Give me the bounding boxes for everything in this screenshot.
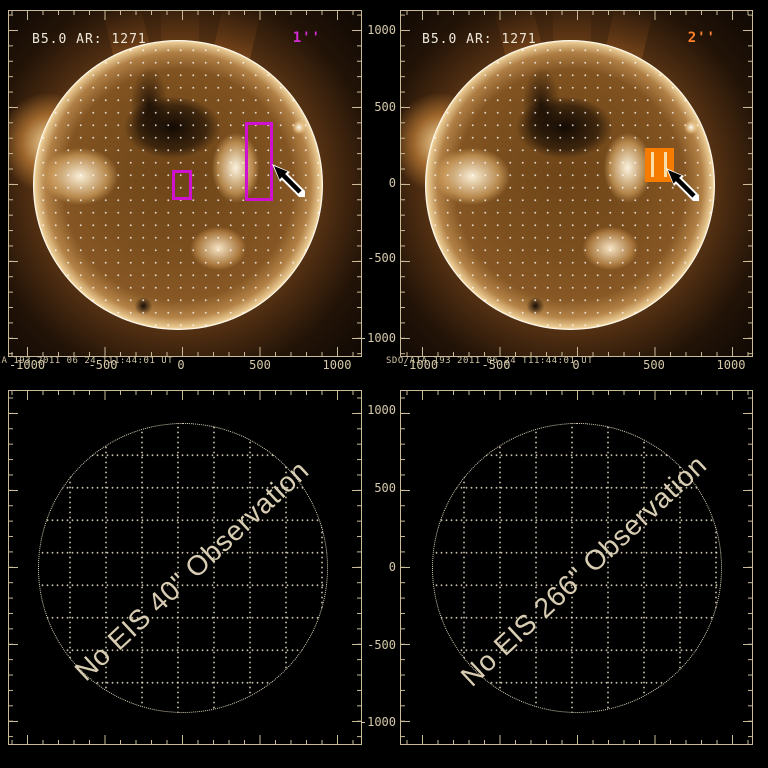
y-tick-label: -500 bbox=[367, 638, 396, 652]
pointer-arrow-icon bbox=[666, 168, 699, 201]
x-tick-label: 1000 bbox=[322, 358, 352, 372]
no-observation-panel-40arcsec: No EIS 40" Observation bbox=[8, 390, 362, 745]
axis-ticks-left bbox=[9, 391, 18, 744]
x-tick-label: 500 bbox=[643, 358, 665, 372]
context-panel-1arcsec: B5.0 AR: 1271 1'' bbox=[8, 10, 362, 357]
slit-width-label: 1'' bbox=[292, 30, 321, 46]
x-tick-label: 1000 bbox=[716, 358, 746, 372]
eis-fov-box-large bbox=[245, 122, 273, 201]
eis-fov-box-small bbox=[172, 170, 192, 200]
x-tick-label: 0 bbox=[572, 358, 580, 372]
y-tick-label: 500 bbox=[374, 100, 396, 114]
solar-grid-globe bbox=[38, 423, 328, 713]
pointer-arrow-icon bbox=[272, 164, 305, 197]
x-tick-label: -500 bbox=[88, 358, 118, 372]
slit-width-label: 2'' bbox=[687, 30, 716, 46]
eis-raster-fov-box bbox=[645, 148, 674, 182]
x-tick-label: -1000 bbox=[401, 358, 439, 372]
axis-ticks-bottom bbox=[9, 735, 361, 744]
context-panel-2arcsec: B5.0 AR: 1271 2'' bbox=[400, 10, 753, 357]
axis-ticks-left bbox=[401, 391, 410, 744]
x-tick-label: -1000 bbox=[8, 358, 46, 372]
y-tick-label: -1000 bbox=[359, 331, 396, 345]
sun-disk-image bbox=[33, 40, 323, 330]
x-tick-label: 500 bbox=[249, 358, 271, 372]
y-tick-label: -500 bbox=[367, 251, 396, 265]
sun-disk-image bbox=[425, 40, 715, 330]
y-tick-label: 0 bbox=[388, 560, 396, 574]
x-tick-label: 0 bbox=[177, 358, 185, 372]
y-tick-label: 1000 bbox=[367, 23, 396, 37]
flare-ar-label: B5.0 AR: 1271 bbox=[422, 32, 537, 47]
no-observation-panel-266arcsec: No EIS 266" Observation bbox=[400, 390, 753, 745]
y-tick-label: 0 bbox=[388, 176, 396, 190]
image-timestamp-right: SDO/AIA 193 2011 06 24 T11:44:01 UT bbox=[386, 356, 594, 366]
y-tick-label: 1000 bbox=[367, 403, 396, 417]
y-tick-label: 500 bbox=[374, 481, 396, 495]
axis-ticks-top bbox=[401, 391, 752, 400]
axis-ticks-top bbox=[9, 391, 361, 400]
axis-ticks-right bbox=[743, 391, 752, 744]
flare-ar-label: B5.0 AR: 1271 bbox=[32, 32, 147, 47]
solar-grid-globe bbox=[432, 423, 722, 713]
x-tick-label: -500 bbox=[481, 358, 511, 372]
y-tick-label: -1000 bbox=[359, 715, 396, 729]
axis-ticks-bottom bbox=[401, 735, 752, 744]
image-timestamp-left: SDO/AIA 193 2011 06 24 T11:44:01 UT bbox=[0, 356, 174, 366]
